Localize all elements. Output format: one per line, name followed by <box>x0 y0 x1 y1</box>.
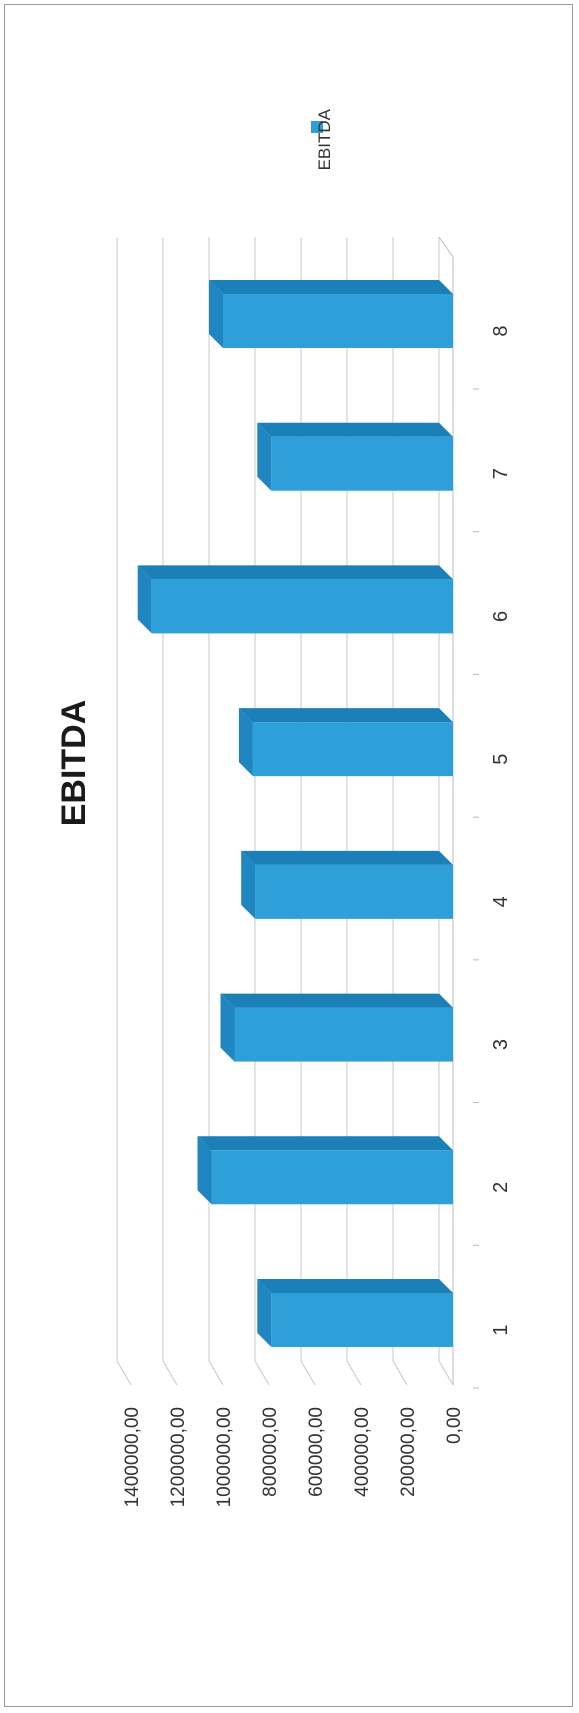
bar-3 <box>220 993 453 1062</box>
bar-front-face <box>223 294 453 348</box>
x-tick-label: 7 <box>490 468 512 479</box>
bar-end-face <box>209 280 223 348</box>
bar-front-face <box>234 1007 453 1062</box>
x-tick-label: 6 <box>490 611 512 622</box>
bar-top-face <box>220 993 453 1008</box>
bar-top-face <box>257 422 453 437</box>
gridline-floor <box>208 1360 224 1386</box>
legend-label: EBITDA <box>315 108 334 170</box>
bar-1 <box>257 1279 453 1347</box>
bar-top-face <box>209 280 453 294</box>
bar-top-face <box>238 708 453 723</box>
category-axis-perspective <box>438 236 454 258</box>
bar-top-face <box>241 850 453 865</box>
bar-front-face <box>211 1150 453 1205</box>
bar-front-face <box>255 864 453 919</box>
bar-end-face <box>241 850 256 919</box>
gridline-floor <box>392 1360 408 1386</box>
ebitda-chart: 0,00 200000,00 400000,00 600000,00 800000,00… <box>55 108 512 1507</box>
bar-front-face <box>271 1293 453 1347</box>
gridline-floor <box>346 1360 362 1386</box>
bar-7 <box>257 422 453 491</box>
y-tick-label: 400000,00 <box>352 1407 373 1497</box>
legend-swatch <box>311 121 323 133</box>
gridline-floor <box>300 1360 316 1386</box>
gridline-floor <box>254 1360 270 1386</box>
y-tick-label: 1000000,00 <box>214 1407 235 1507</box>
x-tick-label: 5 <box>490 754 512 765</box>
bar-end-face <box>220 993 235 1062</box>
y-tick-label: 600000,00 <box>306 1407 327 1497</box>
bar-end-face <box>137 565 152 634</box>
bar-end-face <box>257 422 272 491</box>
chart-frame: 0,00 200000,00 400000,00 600000,00 800000,00… <box>4 4 573 1707</box>
chart-title: EBITDA <box>55 700 93 827</box>
gridline-floor <box>438 1360 454 1386</box>
bar-front-face <box>271 436 453 491</box>
y-tick-label: 800000,00 <box>260 1407 281 1497</box>
bar-front-face <box>252 722 453 777</box>
bar-end-face <box>238 708 253 777</box>
x-tick-label: 3 <box>490 1039 512 1050</box>
x-tick-label: 4 <box>490 896 512 907</box>
bar-front-face <box>151 579 453 634</box>
x-tick-label: 2 <box>490 1182 512 1193</box>
bar-2 <box>197 1136 453 1205</box>
x-tick-label: 1 <box>490 1324 512 1335</box>
bar-top-face <box>197 1136 453 1151</box>
bar-6 <box>137 565 453 634</box>
bar-5 <box>238 708 453 777</box>
y-tick-label: 1200000,00 <box>168 1407 189 1507</box>
bar-top-face <box>257 1279 453 1293</box>
gridline-floor <box>162 1360 178 1386</box>
bar-end-face <box>197 1136 212 1205</box>
y-tick-label: 0,00 <box>444 1407 465 1444</box>
x-tick-label: 8 <box>490 325 512 336</box>
bar-top-face <box>137 565 453 580</box>
legend: EBITDA <box>311 108 334 170</box>
bar-end-face <box>257 1279 272 1347</box>
y-tick-label: 1400000,00 <box>122 1407 143 1507</box>
y-tick-label: 200000,00 <box>398 1407 419 1497</box>
gridline-floor <box>116 1360 132 1386</box>
bar-4 <box>241 850 453 919</box>
bar-8 <box>209 280 453 348</box>
